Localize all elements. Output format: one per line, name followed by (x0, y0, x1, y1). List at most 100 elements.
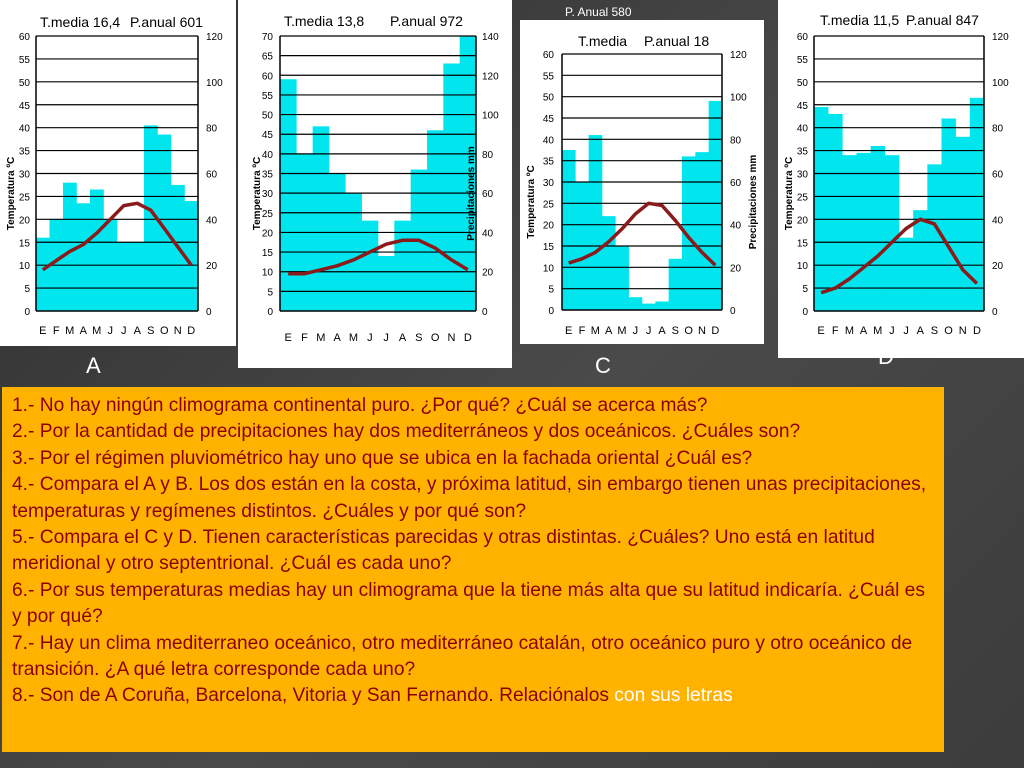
chart-c-ytick-temp-4: 20 (543, 221, 555, 232)
question-8-main: 8.- Son de A Coruña, Barcelona, Vitoria … (12, 685, 609, 707)
chart-a-ytick-precip-2: 40 (206, 215, 218, 226)
chart-b-xtick-7: A (399, 332, 407, 344)
chart-b-ytick-temp-2: 10 (262, 268, 274, 279)
chart-c-ytick-temp-2: 10 (543, 263, 555, 274)
chart-b-ytick-temp-7: 35 (262, 170, 274, 181)
question-2: 2.- Por la cantidad de precipitaciones h… (12, 421, 801, 443)
chart-a-ytick-temp-9: 45 (19, 101, 31, 112)
chart-b-xtick-0: E (284, 332, 291, 344)
climograph-d: T.media 11,5 P.anual 847 0 5 10 15 20 25 30 35 40 4… (784, 12, 1009, 337)
chart-b-ylabel-temp: Temperatura ºC (252, 157, 263, 231)
chart-c-xtick-5: J (633, 325, 639, 337)
chart-b-title-temp: T.media 13,8 (284, 13, 364, 29)
chart-a-ytick-precip-3: 60 (206, 170, 218, 181)
chart-c-ytick-temp-3: 15 (543, 242, 555, 253)
chart-b-bar-3 (329, 173, 346, 311)
chart-d-xtick-9: O (944, 325, 953, 337)
chart-a-bar-0 (36, 237, 50, 311)
chart-c-ytick-precip-3: 60 (730, 178, 742, 189)
chart-d-ytick-temp-2: 10 (797, 261, 809, 272)
chart-c-ytick-temp-6: 30 (543, 178, 555, 189)
chart-d-xtick-1: F (832, 325, 839, 337)
chart-c-ytick-precip-6: 120 (730, 50, 747, 61)
chart-c-xtick-9: O (684, 325, 693, 337)
chart-d-ytick-temp-9: 45 (797, 101, 809, 112)
chart-a-bar-6 (117, 242, 131, 311)
chart-d-ytick-precip-0: 0 (992, 307, 998, 318)
chart-a-title-precip: P.anual 601 (130, 14, 203, 30)
chart-b-ytick-temp-4: 20 (262, 228, 274, 239)
chart-c-ytick-temp-10: 50 (543, 93, 555, 104)
letter-c: C (595, 353, 611, 378)
chart-b-ytick-temp-1: 5 (267, 287, 273, 298)
chart-b-ytick-temp-10: 50 (262, 111, 274, 122)
question-5: 5.- Compara el C y D. Tienen característ… (12, 527, 875, 575)
chart-d-ytick-precip-6: 120 (992, 32, 1009, 43)
chart-b-ytick-temp-12: 60 (262, 71, 274, 82)
chart-b-ytick-precip-5: 100 (482, 111, 499, 122)
question-3: 3.- Por el régimen pluviométrico hay uno… (12, 447, 753, 469)
chart-a-bar-7 (130, 242, 145, 311)
chart-b-xtick-11: D (464, 332, 472, 344)
chart-b-xtick-2: M (316, 332, 325, 344)
chart-c-xtick-11: D (711, 325, 719, 337)
chart-d-ytick-temp-4: 20 (797, 215, 809, 226)
chart-d-ytick-temp-3: 15 (797, 238, 809, 249)
chart-c-bar-10 (695, 152, 709, 310)
chart-b-ytick-precip-4: 80 (482, 150, 494, 161)
chart-c-xtick-3: A (605, 325, 613, 337)
chart-a-bar-4 (90, 189, 104, 311)
chart-b-bar-5 (361, 220, 379, 311)
climograph-a: T.media 16,4 P.anual 601 0 5 10 15 20 25 30 35 40 4… (6, 14, 223, 337)
chart-a-ytick-precip-4: 80 (206, 124, 218, 135)
chart-b-xtick-8: S (415, 332, 422, 344)
chart-b-ytick-precip-3: 60 (482, 189, 494, 200)
chart-b-bar-9 (427, 130, 444, 311)
chart-a-xtick-0: E (39, 325, 46, 337)
chart-d-xtick-3: A (860, 325, 868, 337)
chart-c-title-temp: T.media (578, 33, 627, 49)
chart-d-ytick-temp-7: 35 (797, 147, 809, 158)
chart-a-ylabel-temp: Temperatura ºC (6, 157, 17, 231)
chart-b-title-precip: P.anual 972 (390, 13, 463, 29)
chart-d-bar-5 (884, 155, 900, 311)
chart-c-ytick-precip-0: 0 (730, 306, 736, 317)
question-7: 7.- Hay un clima mediterraneo oceánico, … (12, 632, 913, 681)
chart-a-xtick-5: J (108, 325, 114, 337)
chart-c-bar-2 (588, 135, 603, 310)
chart-b-ytick-precip-6: 120 (482, 71, 499, 82)
chart-c-xtick-0: E (565, 325, 572, 337)
chart-d-bar-0 (814, 107, 829, 312)
chart-c-bar-8 (668, 258, 683, 310)
chart-c-xtick-8: S (672, 325, 679, 337)
chart-c-ytick-precip-4: 80 (730, 135, 742, 146)
chart-b-ytick-temp-9: 45 (262, 130, 274, 141)
chart-b-ytick-temp-6: 30 (262, 189, 274, 200)
chart-d-ytick-temp-10: 50 (797, 78, 809, 89)
chart-d-xtick-2: M (845, 325, 854, 337)
chart-c-xtick-10: N (698, 325, 706, 337)
chart-b-ytick-temp-5: 25 (262, 209, 274, 220)
chart-b-ytick-temp-0: 0 (267, 307, 273, 318)
chart-a-bar-3 (76, 203, 91, 311)
chart-c-bar-5 (628, 297, 643, 310)
chart-d-ytick-temp-11: 55 (797, 55, 809, 66)
question-8-tail: con sus letras (608, 685, 733, 707)
chart-a-ytick-temp-4: 20 (19, 215, 31, 226)
chart-b-bar-7 (394, 220, 411, 311)
question-6: 6.- Por sus temperaturas medias hay un c… (12, 579, 925, 628)
chart-c-ytick-precip-5: 100 (730, 93, 747, 104)
chart-c-xtick-1: F (579, 325, 586, 337)
chart-d-ytick-precip-2: 40 (992, 215, 1004, 226)
chart-c-bar-3 (602, 216, 616, 310)
chart-c-xtick-7: A (658, 325, 666, 337)
climograph-c-panel: T.media P.anual 18 0 5 10 15 20 25 30 35 40 45 50 55 6… (520, 20, 764, 344)
chart-c-ytick-precip-1: 20 (730, 263, 742, 274)
chart-d-ytick-temp-5: 25 (797, 192, 809, 203)
letter-a: A (86, 353, 101, 378)
chart-a-ytick-temp-6: 30 (19, 170, 31, 181)
chart-d-ytick-precip-3: 60 (992, 170, 1004, 181)
chart-b-bar-2 (312, 126, 330, 311)
questions-box: 1.- No hay ningún climograma continental… (2, 387, 944, 752)
chart-b-ylabel-precip: Precipitaciones mm (466, 146, 477, 241)
